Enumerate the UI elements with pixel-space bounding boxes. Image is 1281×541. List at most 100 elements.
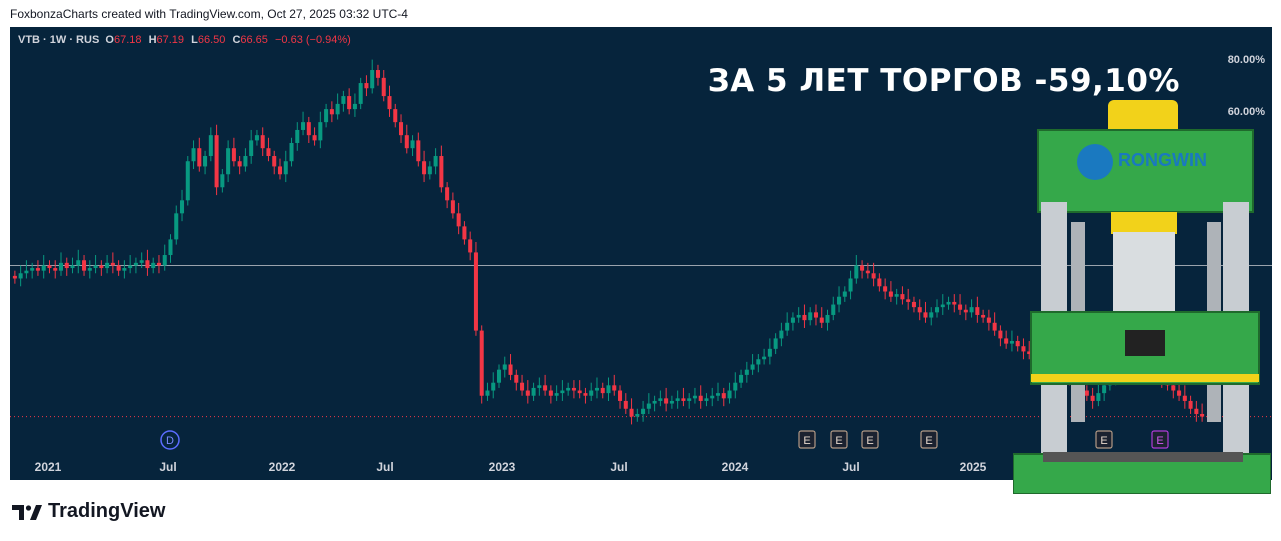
candle (514, 369, 519, 391)
candle (381, 70, 386, 102)
candle (254, 129, 259, 146)
press-crown (1037, 129, 1254, 213)
candle (491, 372, 496, 399)
candle (877, 273, 882, 292)
candle (53, 260, 58, 279)
candle (692, 387, 697, 404)
earnings-marker: E (830, 430, 848, 449)
candle (1177, 382, 1182, 401)
candle (128, 255, 133, 274)
candle (940, 294, 945, 315)
candle (82, 255, 87, 276)
candle (318, 111, 323, 149)
candle (883, 278, 888, 300)
candle (825, 309, 830, 331)
candle (589, 382, 594, 401)
event-marker-label: E (835, 435, 842, 447)
candle (681, 387, 686, 407)
candle (185, 156, 190, 206)
candle (756, 354, 761, 373)
rongwin-logo-text: RONGWIN (1118, 150, 1207, 170)
candle (1194, 400, 1199, 422)
symbol-label: VTB · 1W · RUS (18, 34, 100, 46)
candle (739, 369, 744, 388)
candle (618, 385, 623, 409)
candle (87, 260, 92, 279)
x-tick-label: 2021 (35, 460, 62, 474)
candle (537, 377, 542, 396)
candle (410, 135, 415, 157)
candle (47, 260, 52, 274)
candle (813, 304, 818, 326)
tradingview-logo-icon (12, 504, 42, 520)
candle (1188, 395, 1193, 414)
candle (888, 281, 893, 302)
candle (785, 312, 790, 336)
candle (733, 372, 738, 399)
candle (802, 304, 807, 328)
candle (283, 150, 288, 183)
candle (502, 356, 507, 378)
candle (508, 354, 513, 381)
candle (122, 260, 127, 279)
candle (986, 309, 991, 331)
candle (133, 257, 138, 274)
candle (721, 387, 726, 407)
candle (35, 260, 40, 276)
candle (560, 380, 565, 401)
x-tick-label: 2022 (269, 460, 296, 474)
candle (646, 393, 651, 414)
candle (1004, 330, 1009, 349)
candle (577, 380, 582, 399)
candle (156, 255, 161, 274)
event-marker-label: E (866, 435, 873, 447)
candle (358, 77, 363, 110)
candle (571, 380, 576, 399)
candle (871, 262, 876, 287)
candle (399, 114, 404, 143)
candle (606, 377, 611, 401)
candle (162, 244, 167, 271)
change-value: −0.63 (−0.94%) (274, 34, 351, 46)
candle (404, 124, 409, 154)
candle (675, 390, 680, 409)
candle (145, 249, 150, 276)
tradingview-brand[interactable]: TradingView (12, 500, 165, 523)
candle (911, 296, 916, 313)
candle (197, 137, 202, 172)
candle (295, 122, 300, 151)
candle (744, 361, 749, 383)
candle (767, 338, 772, 365)
candle (110, 252, 115, 274)
candle (623, 393, 628, 414)
candle (934, 299, 940, 318)
event-marker-label: E (925, 435, 932, 447)
candle (525, 380, 530, 404)
candle (179, 189, 185, 222)
candle (635, 408, 640, 422)
candle (900, 286, 905, 305)
candle (612, 374, 617, 396)
x-tick-label: 2024 (722, 460, 749, 474)
candle (854, 255, 859, 284)
candle (439, 145, 444, 193)
candle (520, 374, 525, 396)
candle (289, 137, 294, 167)
candle (191, 140, 196, 170)
candle (894, 288, 899, 305)
candle (272, 150, 277, 175)
candle (462, 221, 467, 245)
candle (583, 387, 588, 404)
open-key: O (105, 34, 114, 46)
candle (531, 382, 536, 401)
candle (151, 257, 156, 274)
candle (341, 90, 346, 112)
candle (917, 299, 922, 321)
candle (687, 393, 692, 409)
close-value: 66.65 (240, 34, 268, 46)
x-tick-label: 2023 (489, 460, 516, 474)
chart-credit: FoxbonzaCharts created with TradingView.… (10, 7, 408, 21)
candle (727, 382, 732, 404)
candle (779, 322, 784, 347)
earnings-marker: E (1151, 430, 1169, 449)
